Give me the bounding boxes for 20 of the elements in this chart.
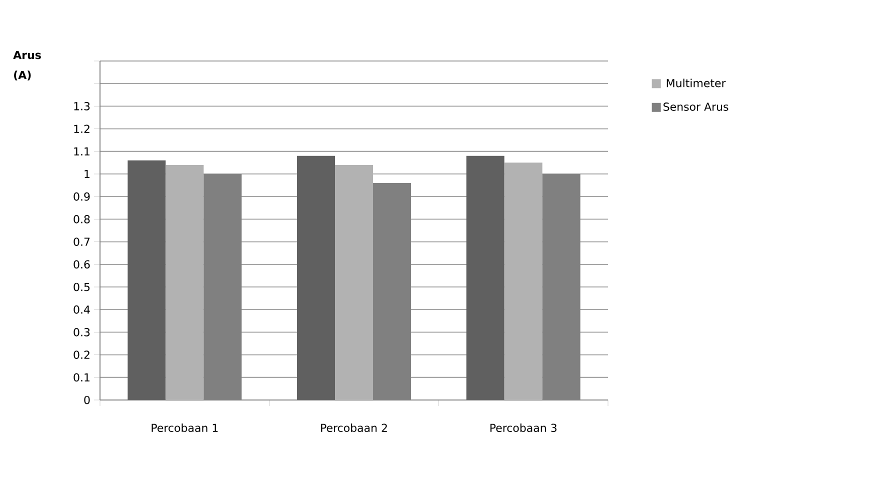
y-tick-label: 1.3 [74,102,90,110]
x-tick-label: Percobaan 1 [152,424,218,432]
y-tick-label: 0.6 [74,260,90,269]
x-tick-label: Percobaan 3 [490,424,556,432]
y-axis-title: Arus (A) [13,50,41,80]
y-tick-label: 1 [84,170,90,178]
y-tick-label: 0.8 [74,215,90,224]
legend-label: Sensor Arus [664,102,728,111]
y-tick-label: 0 [84,396,90,404]
y-tick-label: 0.9 [74,192,90,201]
y-tick-label: 1.1 [74,147,90,156]
y-tick-label: 0.2 [74,350,90,359]
x-tick-label: Percobaan 2 [321,424,387,432]
y-tick-label: 0.3 [74,328,90,336]
y-tick-label: 0.1 [74,373,90,382]
y-tick-label: 0.7 [74,238,90,246]
y-tick-label: 1.2 [74,124,90,133]
y-tick-label: 0.5 [74,282,90,292]
y-tick-label: 0.4 [74,305,90,314]
legend-label: Multimeter [666,78,726,88]
